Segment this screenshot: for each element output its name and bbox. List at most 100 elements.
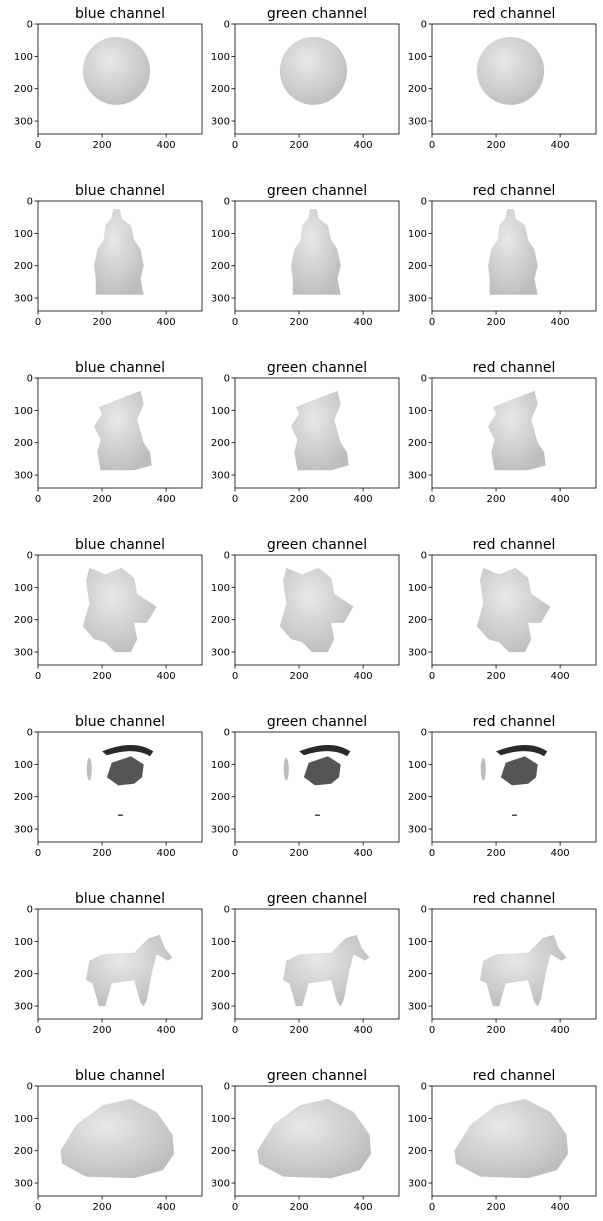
- axes-frame: [431, 554, 597, 666]
- y-tick-label: 100: [211, 760, 230, 771]
- object-sphere: [82, 36, 151, 105]
- y-tick-label: 200: [14, 261, 33, 272]
- x-tick-label: 200: [93, 1025, 112, 1036]
- y-tick-label: 200: [408, 1146, 427, 1157]
- y-tick-label: 200: [14, 615, 33, 626]
- panel-r7-green-channel: green channel 0 200 400 0 100 200 300: [211, 1068, 400, 1213]
- y-tick-label: 0: [421, 905, 427, 916]
- panel-title: red channel: [473, 6, 556, 22]
- axes-frame: [37, 200, 203, 312]
- x-tick-label: 200: [93, 1202, 112, 1213]
- panel-r6-blue-channel: blue channel 0 200 400 0 100 200 300: [14, 891, 203, 1036]
- object-cat: [488, 390, 546, 471]
- y-tick-label: 300: [14, 1002, 33, 1013]
- y-tick-label: 300: [211, 294, 230, 305]
- x-tick-label: 400: [551, 671, 570, 682]
- x-tick-label: 0: [232, 140, 238, 151]
- y-tick-label: 300: [14, 294, 33, 305]
- y-tick-label: 100: [14, 583, 33, 594]
- y-tick-label: 300: [211, 1179, 230, 1190]
- axes-frame: [37, 23, 203, 135]
- x-tick-label: 400: [354, 140, 373, 151]
- x-tick-label: 0: [35, 848, 41, 859]
- object-blob: [500, 756, 538, 786]
- panel-title: green channel: [267, 183, 367, 199]
- y-tick-label: 100: [408, 1114, 427, 1125]
- y-tick-label: 300: [408, 648, 427, 659]
- x-tick-label: 200: [487, 671, 506, 682]
- y-tick-label: 200: [14, 438, 33, 449]
- y-tick-label: 200: [14, 969, 33, 980]
- panel-r4-blue-channel: blue channel 0 200 400 0 100 200 300: [14, 537, 203, 682]
- x-tick-label: 200: [290, 1025, 309, 1036]
- y-tick-label: 100: [408, 52, 427, 63]
- x-tick-label: 400: [157, 494, 176, 505]
- y-tick-label: 200: [408, 438, 427, 449]
- y-tick-label: 100: [408, 406, 427, 417]
- panel-r2-red-channel: red channel 0 200 400 0 100 200 300: [408, 183, 597, 328]
- axes-frame: [234, 554, 400, 666]
- x-tick-label: 200: [290, 1202, 309, 1213]
- y-tick-label: 0: [224, 197, 230, 208]
- x-tick-label: 400: [354, 1025, 373, 1036]
- axes-frame: [234, 731, 400, 843]
- x-tick-label: 400: [551, 317, 570, 328]
- panel-title: blue channel: [75, 360, 165, 376]
- x-tick-label: 200: [290, 140, 309, 151]
- object-arc: [299, 744, 351, 757]
- panel-r5-blue-channel: blue channel 0 200 400 0 100 200 300: [14, 714, 203, 859]
- panel-title: green channel: [267, 360, 367, 376]
- y-tick-label: 0: [27, 551, 33, 562]
- y-tick-label: 100: [211, 583, 230, 594]
- object-cat: [94, 390, 152, 471]
- y-tick-label: 100: [14, 52, 33, 63]
- object-arc: [102, 744, 154, 757]
- panel-title: red channel: [473, 714, 556, 730]
- y-tick-label: 100: [211, 229, 230, 240]
- panel-title: blue channel: [75, 537, 165, 553]
- y-tick-label: 0: [421, 551, 427, 562]
- x-tick-label: 0: [232, 671, 238, 682]
- panel-r7-red-channel: red channel 0 200 400 0 100 200 300: [408, 1068, 597, 1213]
- object-sliver: [283, 757, 289, 781]
- x-tick-label: 0: [429, 317, 435, 328]
- x-tick-label: 400: [354, 494, 373, 505]
- y-tick-label: 300: [211, 117, 230, 128]
- x-tick-label: 0: [429, 671, 435, 682]
- y-tick-label: 100: [211, 406, 230, 417]
- y-tick-label: 100: [211, 1114, 230, 1125]
- x-tick-label: 0: [429, 848, 435, 859]
- y-tick-label: 0: [224, 20, 230, 31]
- x-tick-label: 0: [232, 1202, 238, 1213]
- x-tick-label: 0: [232, 848, 238, 859]
- y-tick-label: 100: [408, 937, 427, 948]
- panel-title: red channel: [473, 891, 556, 907]
- panel-title: red channel: [473, 360, 556, 376]
- y-tick-label: 200: [408, 615, 427, 626]
- x-tick-label: 200: [290, 317, 309, 328]
- x-tick-label: 400: [157, 848, 176, 859]
- y-tick-label: 100: [14, 406, 33, 417]
- x-tick-label: 0: [35, 494, 41, 505]
- y-tick-label: 300: [408, 1179, 427, 1190]
- object-dot: [512, 814, 517, 816]
- y-tick-label: 100: [408, 229, 427, 240]
- x-tick-label: 0: [232, 317, 238, 328]
- x-tick-label: 200: [93, 671, 112, 682]
- x-tick-label: 200: [290, 671, 309, 682]
- panel-title: green channel: [267, 1068, 367, 1084]
- object-buddha: [488, 209, 538, 295]
- panel-title: blue channel: [75, 714, 165, 730]
- x-tick-label: 200: [487, 494, 506, 505]
- axes-frame: [37, 908, 203, 1020]
- axes-frame: [234, 377, 400, 489]
- x-tick-label: 0: [429, 140, 435, 151]
- panel-r6-green-channel: green channel 0 200 400 0 100 200 300: [211, 891, 400, 1036]
- x-tick-label: 400: [551, 494, 570, 505]
- y-tick-label: 200: [211, 261, 230, 272]
- y-tick-label: 200: [211, 438, 230, 449]
- y-tick-label: 0: [27, 905, 33, 916]
- y-tick-label: 300: [408, 1002, 427, 1013]
- axes-frame: [431, 200, 597, 312]
